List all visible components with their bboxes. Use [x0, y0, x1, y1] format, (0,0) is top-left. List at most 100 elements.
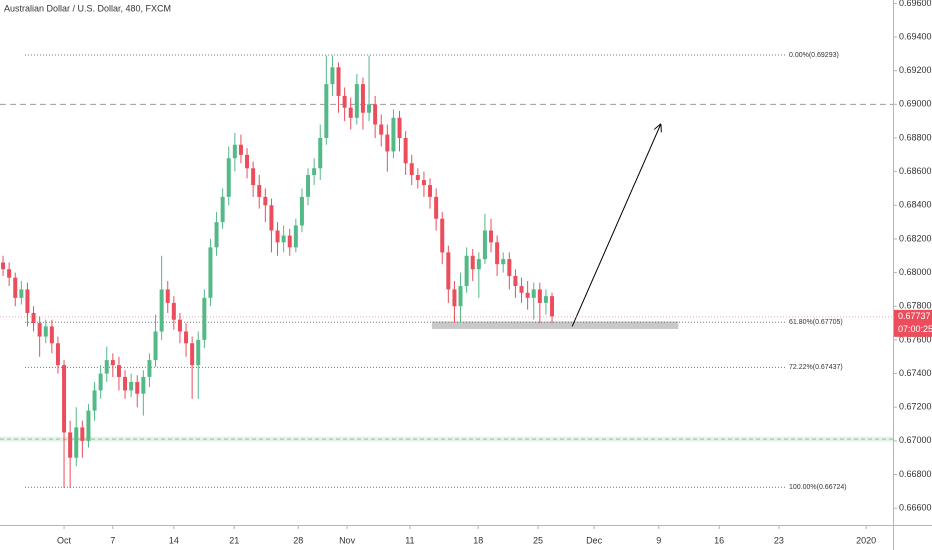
support-box [431, 321, 679, 329]
candle-body [245, 154, 250, 169]
candle-body [495, 242, 500, 265]
candle-body [159, 289, 164, 332]
candle-body [86, 410, 91, 441]
candle-body [80, 427, 85, 441]
candle-body [13, 277, 18, 298]
y-tick-label: 0.67000 [899, 435, 932, 445]
y-tick-label: 0.67600 [899, 334, 932, 344]
candle-body [476, 259, 481, 270]
x-tick-label: 25 [533, 535, 543, 545]
x-tick-label: Nov [339, 535, 356, 545]
y-tick-label: 0.67200 [899, 402, 932, 412]
candle-body [177, 319, 182, 332]
x-tick-label: 7 [110, 535, 115, 545]
candle-body [153, 331, 158, 361]
candle-body [141, 376, 146, 394]
candle-body [123, 376, 128, 391]
candle-body [190, 343, 195, 366]
candle-body [251, 168, 256, 186]
candle-body [543, 296, 548, 303]
y-tick-label: 0.67800 [899, 301, 932, 311]
fib-label: 100.00%(0.66724) [789, 484, 847, 491]
x-tick-label: 18 [473, 535, 483, 545]
candle-body [421, 180, 426, 186]
candle-body [336, 67, 341, 96]
last-price-label: 0.67737 [898, 311, 931, 321]
candle-body [501, 259, 506, 265]
candle-body [391, 117, 396, 152]
fib-label: 61.80%(0.67705) [789, 319, 843, 326]
x-tick-label: 23 [774, 535, 784, 545]
y-tick-label: 0.69400 [899, 31, 932, 41]
candle-body [519, 286, 524, 293]
candle-body [415, 175, 420, 181]
countdown-label: 07:00:25 [898, 324, 932, 334]
y-tick-label: 0.68200 [899, 233, 932, 243]
x-tick-label: 16 [714, 535, 724, 545]
candle-body [440, 218, 445, 253]
candle-body [281, 235, 286, 243]
candle-body [275, 230, 280, 243]
candle-body [129, 381, 134, 391]
candle-body [43, 326, 48, 337]
candle-body [330, 67, 335, 85]
candle-body [531, 289, 536, 298]
candle-body [68, 432, 73, 458]
y-tick-label: 0.69200 [899, 65, 932, 75]
y-tick-label: 0.68400 [899, 200, 932, 210]
candle-body [385, 134, 390, 152]
y-tick-label: 0.69000 [899, 99, 932, 109]
candle-body [220, 196, 225, 223]
candle-body [428, 185, 433, 197]
candle-body [373, 104, 378, 125]
candle-body [226, 158, 231, 197]
x-tick-label: 14 [169, 535, 179, 545]
candle-body [31, 312, 36, 324]
candle-body [367, 104, 372, 113]
candle-body [55, 343, 60, 366]
candle-body [299, 196, 304, 226]
candle-body [98, 373, 103, 391]
candle-body [446, 252, 451, 290]
candle-body [147, 360, 152, 377]
candle-body [513, 275, 518, 287]
chart-title: Australian Dollar / U.S. Dollar, 480, FX… [4, 3, 171, 13]
candle-body [312, 168, 317, 175]
y-tick-label: 0.68800 [899, 132, 932, 142]
candle-body [434, 196, 439, 219]
x-tick-label: 21 [229, 535, 239, 545]
x-tick-label: 9 [656, 535, 661, 545]
candle-body [342, 95, 347, 108]
candle-body [49, 326, 54, 344]
candle-body [458, 286, 463, 307]
candle-body [397, 117, 402, 138]
y-tick-label: 0.68600 [899, 166, 932, 176]
candle-body [135, 381, 140, 394]
candle-body [470, 255, 475, 270]
candle-body [263, 196, 268, 206]
y-tick-label: 0.67400 [899, 368, 932, 378]
candle-body [360, 84, 365, 113]
candle-body [354, 84, 359, 118]
candle-body [238, 144, 243, 155]
candle-body [287, 235, 292, 248]
candle-body [104, 360, 109, 374]
candle-body [318, 137, 323, 169]
candle-body [19, 289, 24, 298]
candle-body [379, 124, 384, 135]
fib-label: 72.22%(0.67437) [789, 364, 843, 371]
candle-body [269, 205, 274, 231]
candle-body [293, 225, 298, 248]
candle-body [537, 289, 542, 303]
candle-body [257, 185, 262, 197]
y-tick-label: 0.66600 [899, 503, 932, 513]
fib-label: 0.00%(0.69293) [789, 52, 839, 59]
candle-body [110, 360, 115, 366]
candle-body [232, 144, 237, 159]
candle-body [196, 339, 201, 366]
x-tick-label: 2020 [856, 535, 876, 545]
y-tick-label: 0.68000 [899, 267, 932, 277]
candle-body [348, 107, 353, 118]
candle-body [306, 175, 311, 197]
